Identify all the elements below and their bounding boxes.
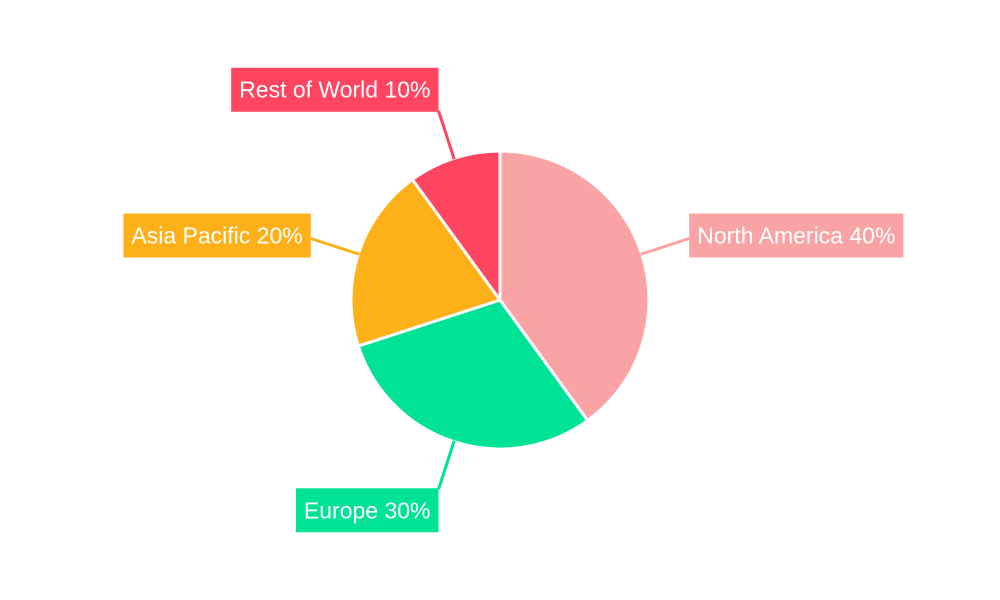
data-label-text: Rest of World 10%: [239, 77, 430, 103]
data-label-europe: Europe 30%: [295, 488, 439, 533]
data-label-asia-pacific: Asia Pacific 20%: [123, 213, 311, 258]
slices: [349, 149, 651, 451]
data-label-rest-of-world: Rest of World 10%: [231, 67, 439, 112]
leader-line-north-america: [640, 237, 690, 256]
data-label-box: [123, 213, 311, 258]
leader-line-asia-pacific: [310, 237, 360, 256]
leader-line-europe: [437, 440, 456, 490]
data-label-box: [295, 488, 439, 533]
labels: North America 40% Europe 30% Asia Pacific …: [123, 67, 904, 533]
data-label-north-america: North America 40%: [689, 213, 904, 258]
data-label-text: Europe 30%: [304, 497, 431, 523]
data-label-text: Asia Pacific 20%: [131, 223, 302, 249]
data-label-text: North America 40%: [697, 223, 895, 249]
data-label-box: [689, 213, 904, 258]
leader-line-rest-of-world: [437, 110, 456, 160]
data-label-box: [231, 67, 439, 112]
